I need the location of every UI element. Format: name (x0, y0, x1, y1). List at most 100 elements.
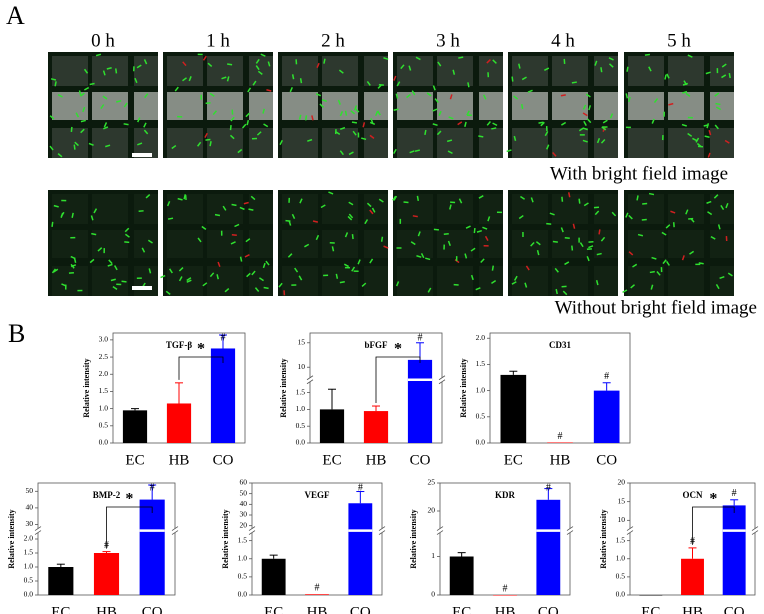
axis-break (438, 379, 446, 385)
cell (202, 282, 208, 287)
cell (393, 108, 399, 112)
cell (186, 277, 192, 282)
cell (224, 287, 230, 293)
cell (425, 257, 431, 261)
cell (178, 276, 183, 282)
cell (637, 233, 644, 237)
well (397, 56, 433, 86)
cell (167, 217, 174, 220)
y-tick-label: 1.0 (476, 385, 486, 394)
cell (73, 144, 76, 150)
cell (410, 241, 416, 246)
cell (578, 198, 581, 204)
cell (600, 236, 606, 242)
cell (323, 58, 326, 64)
cell (715, 102, 721, 106)
cell (656, 270, 661, 276)
cell (115, 68, 118, 74)
cell (70, 126, 73, 132)
cell (544, 67, 550, 71)
bar (593, 390, 620, 443)
cell (706, 200, 712, 204)
cell (383, 57, 389, 61)
cell (116, 100, 122, 103)
y-axis-label: Relative intensity (279, 358, 288, 417)
cell (457, 121, 463, 126)
well (167, 266, 203, 296)
cell (160, 274, 166, 279)
cell (424, 129, 427, 136)
cell (83, 86, 90, 91)
axis-break (626, 530, 634, 535)
x-tick-label: HB (307, 604, 328, 614)
cell (513, 95, 519, 100)
well (52, 92, 88, 120)
cell (70, 263, 75, 269)
cell (186, 279, 192, 283)
cell (312, 220, 319, 223)
cell (438, 110, 442, 117)
well (322, 194, 358, 224)
cell (649, 270, 655, 274)
cell (246, 272, 251, 278)
well (512, 56, 548, 86)
well (594, 266, 618, 296)
y-tick-label: 1.0 (99, 403, 109, 412)
x-tick-label: HB (495, 604, 516, 614)
cell (641, 218, 647, 221)
y-tick-label: 1.5 (296, 387, 306, 396)
cell (60, 212, 64, 218)
cell (311, 115, 314, 121)
y-tick-label: 0.0 (296, 438, 306, 447)
well (282, 128, 318, 158)
bar (319, 409, 345, 443)
y-tick-label: 0.5 (238, 572, 248, 581)
cell (287, 253, 293, 258)
cell (446, 139, 453, 143)
cell (265, 260, 270, 266)
well (92, 194, 128, 224)
micrograph (160, 190, 273, 296)
well (594, 92, 618, 120)
cell (348, 151, 354, 156)
well (628, 230, 664, 258)
y-tick-label: 30 (240, 510, 248, 519)
cell (57, 153, 63, 158)
well (397, 194, 433, 224)
cell (427, 287, 432, 293)
cell (348, 201, 354, 206)
micrograph (392, 190, 503, 296)
cell (725, 202, 729, 209)
cell (375, 110, 379, 117)
cell (682, 82, 689, 86)
cell (664, 74, 667, 80)
cell (339, 150, 344, 156)
cell (80, 119, 86, 123)
cell (625, 212, 629, 218)
cell (525, 265, 530, 271)
cell (622, 289, 628, 294)
cell (289, 87, 293, 93)
chart-title: bFGF (364, 340, 388, 350)
y-tick-label: 1.0 (616, 553, 626, 562)
cell (571, 245, 574, 251)
cell (53, 204, 59, 208)
well (52, 194, 88, 224)
cell (378, 198, 384, 203)
well (668, 56, 704, 86)
cell (464, 253, 468, 259)
cell (572, 223, 576, 229)
well (282, 194, 318, 224)
cell (408, 65, 412, 71)
well (668, 128, 704, 158)
cell (74, 141, 79, 147)
bar (363, 411, 389, 443)
cell (144, 93, 149, 99)
cell (145, 193, 151, 199)
cell (586, 118, 592, 124)
axis-break (248, 530, 256, 535)
well (668, 194, 704, 224)
cell (486, 59, 491, 64)
cell (721, 63, 727, 68)
cell (536, 250, 540, 256)
